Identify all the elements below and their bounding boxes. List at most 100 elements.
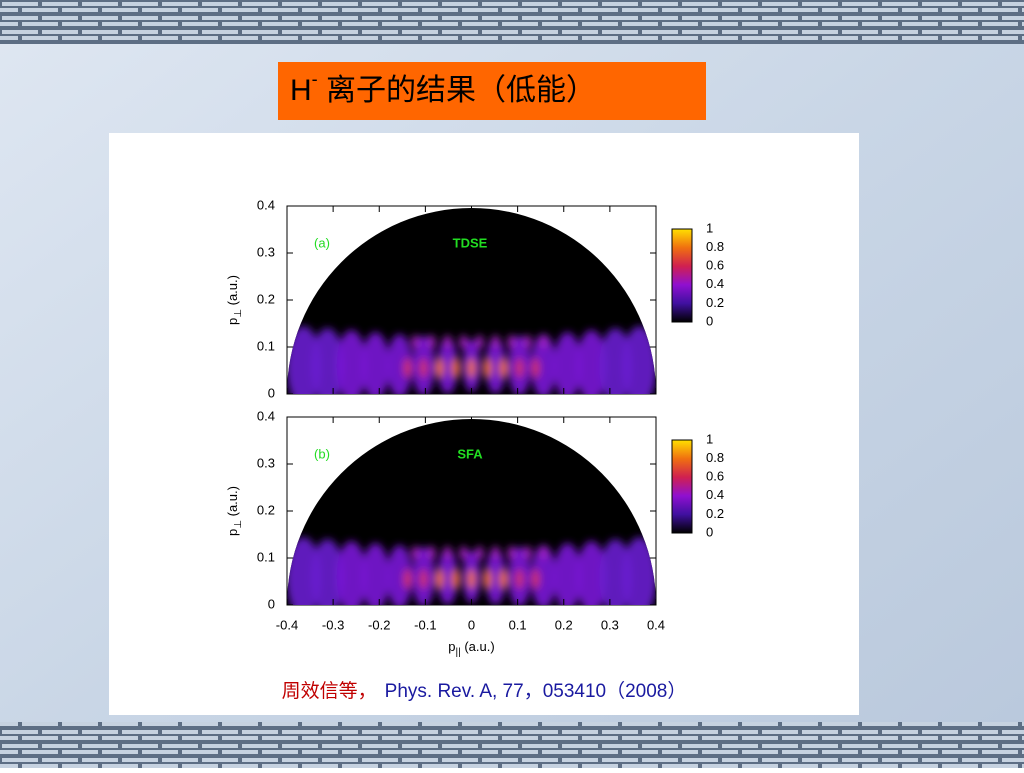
panel-label: (b): [314, 446, 330, 461]
fringe-upper: [539, 335, 548, 349]
y-tick-label: 0.3: [257, 244, 275, 259]
fringe: [311, 539, 344, 605]
x-tick-label: -0.4: [276, 617, 298, 632]
fringe: [576, 330, 607, 394]
x-tick-label: 0.1: [509, 617, 527, 632]
colorbar-label: 1: [706, 220, 713, 235]
y-tick-label: 0.4: [257, 408, 275, 423]
colorbar-label: 0: [706, 524, 713, 539]
fringe-upper: [475, 546, 484, 560]
x-tick-label: 0.2: [555, 617, 573, 632]
y-axis-label: p⊥ (a.u.): [225, 486, 243, 536]
panel-label: (a): [314, 235, 330, 250]
y-tick-label: 0.3: [257, 455, 275, 470]
colorbar-label: 1: [706, 431, 713, 446]
fringe-peak: [515, 569, 524, 589]
fringe: [530, 334, 557, 394]
colorbar-label: 0.4: [706, 276, 724, 291]
y-tick-label: 0.2: [257, 291, 275, 306]
fringe: [599, 328, 632, 394]
fringe: [437, 338, 458, 394]
fringe-peak: [451, 569, 460, 589]
panel-method: SFA: [457, 446, 483, 461]
y-label-symbol: p: [225, 529, 240, 536]
y-axis-label: p⊥ (a.u.): [225, 275, 243, 325]
x-axis-label: p|| (a.u.): [448, 639, 494, 657]
x-tick-label: 0.3: [601, 617, 619, 632]
bottom-border: [0, 722, 1024, 768]
fringe-upper: [443, 335, 452, 349]
y-tick-label: 0: [268, 385, 275, 400]
title: H- 离子的结果（低能）: [290, 69, 596, 107]
colorbar: [671, 439, 693, 534]
colorbar-label: 0.8: [706, 239, 724, 254]
colorbar-label: 0.8: [706, 450, 724, 465]
fringe-upper: [507, 546, 516, 560]
x-tick-label: -0.3: [322, 617, 344, 632]
fringe-upper: [427, 335, 436, 349]
fringe: [622, 537, 656, 605]
x-label-symbol: p: [448, 639, 455, 654]
fringe: [361, 543, 390, 605]
colorbar-label: 0.2: [706, 506, 724, 521]
fringe-peak: [499, 569, 508, 589]
title-box: [278, 62, 706, 120]
fringe-upper: [523, 546, 532, 560]
citation-reference: Phys. Rev. A, 77，053410（2008）: [385, 680, 687, 702]
fringes: [287, 326, 656, 394]
fringe: [361, 332, 390, 394]
fringe-peak: [467, 569, 476, 589]
fringe-peak: [531, 358, 540, 378]
citation: 周效信等， Phys. Rev. A, 77，053410（2008）: [282, 680, 687, 702]
fringe-peak: [483, 358, 492, 378]
fringe: [530, 545, 557, 605]
fringe-peak: [515, 358, 524, 378]
fringe-upper: [443, 546, 452, 560]
y-tick-label: 0: [268, 596, 275, 611]
y-tick-label: 0.4: [257, 197, 275, 212]
colorbar-label: 0.6: [706, 258, 724, 273]
fringe-peak: [419, 358, 428, 378]
y-label-unit: (a.u.): [225, 486, 240, 520]
x-tick-label: 0: [468, 617, 475, 632]
y-tick-label: 0.1: [257, 338, 275, 353]
x-tick-label: -0.1: [414, 617, 436, 632]
colorbar-label: 0.2: [706, 295, 724, 310]
panel-method: TDSE: [453, 235, 488, 250]
colorbar: [671, 228, 693, 323]
fringe-peak: [435, 569, 444, 589]
fringes: [287, 537, 656, 605]
fringe: [553, 543, 582, 605]
fringe-upper: [411, 546, 420, 560]
y-tick-label: 0.2: [257, 502, 275, 517]
fringe-peak: [403, 358, 412, 378]
citation-authors: 周效信等，: [282, 680, 377, 702]
fringe-upper: [491, 546, 500, 560]
fringe: [287, 326, 321, 394]
fringe-upper: [459, 335, 468, 349]
x-tick-label: -0.2: [368, 617, 390, 632]
x-label-sub: ||: [456, 647, 461, 658]
fringe: [485, 338, 506, 394]
fringe-peak: [467, 358, 476, 378]
fringe-upper: [491, 335, 500, 349]
title-sup: -: [312, 69, 318, 89]
y-label-sub: ⊥: [233, 309, 244, 318]
fringe-peak: [531, 569, 540, 589]
colorbar-label: 0.4: [706, 487, 724, 502]
x-tick-label: 0.4: [647, 617, 665, 632]
colorbar-label: 0.6: [706, 469, 724, 484]
fringe: [336, 541, 367, 605]
fringe-peak: [451, 358, 460, 378]
fringe-upper: [539, 546, 548, 560]
fringe-peak: [483, 569, 492, 589]
fringe: [386, 334, 413, 394]
y-tick-label: 0.1: [257, 549, 275, 564]
y-label-unit: (a.u.): [225, 275, 240, 309]
fringe-upper: [523, 335, 532, 349]
fringe-peak: [499, 358, 508, 378]
fringe-upper: [427, 546, 436, 560]
fringe: [553, 332, 582, 394]
